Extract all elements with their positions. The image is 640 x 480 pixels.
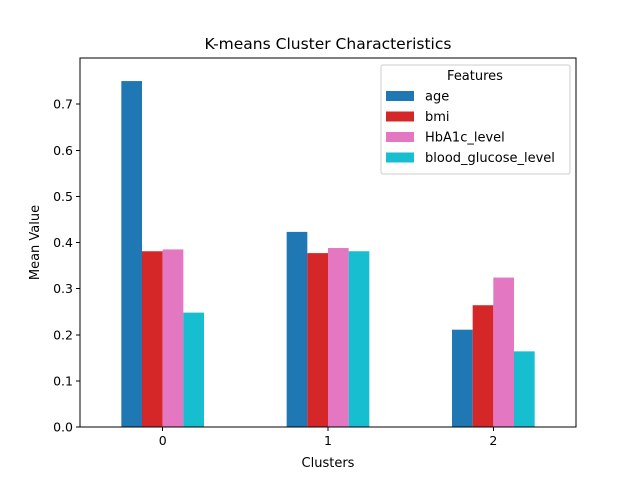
bar-bmi-cluster-0 xyxy=(142,251,163,427)
bars-group xyxy=(121,81,535,427)
legend-swatch-age xyxy=(386,91,414,101)
y-axis-ticks: 0.0 0.1 0.2 0.3 0.4 0.5 0.6 0.7 xyxy=(53,97,80,435)
y-tick-label: 0.7 xyxy=(53,97,73,112)
bar-age-cluster-0 xyxy=(121,81,142,427)
bar-hba1c-level-cluster-2 xyxy=(493,277,514,427)
y-axis-label: Mean Value xyxy=(28,205,43,280)
x-tick-label: 1 xyxy=(324,433,332,448)
chart-title: K-means Cluster Characteristics xyxy=(205,35,452,53)
y-tick-label: 0.1 xyxy=(53,373,73,388)
bar-blood-glucose-level-cluster-1 xyxy=(348,251,370,427)
plot-frame xyxy=(79,57,577,428)
x-tick-label: 0 xyxy=(159,433,167,448)
bar-age-cluster-2 xyxy=(452,329,473,427)
legend-swatch-blood-glucose-level xyxy=(386,152,414,163)
y-tick-label: 0.6 xyxy=(53,143,73,158)
y-tick-label: 0.4 xyxy=(53,235,73,250)
bar-hba1c-level-cluster-0 xyxy=(162,249,184,427)
legend-swatch-hba1c-level xyxy=(386,132,414,142)
legend-items: age bmi HbA1c_level blood_glucose_level xyxy=(386,90,555,166)
bar-hba1c-level-cluster-1 xyxy=(328,248,349,427)
bar-age-cluster-1 xyxy=(286,231,308,427)
x-tick-label: 2 xyxy=(489,433,497,448)
x-axis-label: Clusters xyxy=(302,456,355,471)
legend-label-bmi: bmi xyxy=(425,110,450,125)
bar-bmi-cluster-1 xyxy=(307,253,328,427)
y-tick-label: 0.5 xyxy=(53,189,73,204)
legend-frame xyxy=(380,64,571,175)
y-tick-label: 0.3 xyxy=(53,281,73,296)
x-axis-ticks: 0 1 2 xyxy=(159,427,497,448)
legend-swatch-bmi xyxy=(386,111,414,122)
legend-label-blood-glucose-level: blood_glucose_level xyxy=(425,151,555,166)
bar-blood-glucose-level-cluster-2 xyxy=(514,351,535,427)
legend-label-hba1c-level: HbA1c_level xyxy=(425,131,505,146)
legend-label-age: age xyxy=(425,90,449,105)
legend-title: Features xyxy=(447,69,503,84)
y-tick-label: 0.2 xyxy=(53,327,73,342)
bar-blood-glucose-level-cluster-0 xyxy=(183,312,204,427)
bar-bmi-cluster-2 xyxy=(472,305,494,427)
y-tick-label: 0.0 xyxy=(53,420,73,435)
legend: Features age bmi HbA1c_level blood_glucose_… xyxy=(380,64,571,175)
